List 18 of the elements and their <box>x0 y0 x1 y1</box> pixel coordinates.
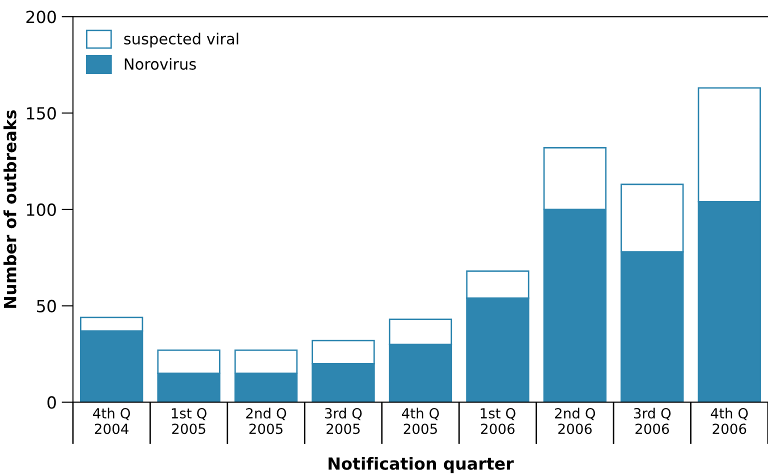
legend-label: Norovirus <box>124 58 196 70</box>
x-tick-label: 2nd Q 2005 <box>246 408 286 434</box>
y-tick-label: 50 <box>37 300 56 312</box>
x-tick-label: 3rd Q 2006 <box>634 408 671 434</box>
x-tick-label: 4th Q 2004 <box>93 408 130 434</box>
x-tick-label: 4th Q 2006 <box>710 408 748 434</box>
x-tick-label: 2nd Q 2006 <box>555 408 596 434</box>
legend-label: suspected viral <box>124 32 238 48</box>
y-tick-label: 100 <box>27 203 56 216</box>
y-axis-title: Number of outbreaks <box>3 110 16 308</box>
x-tick-label: 1st Q 2006 <box>480 408 516 434</box>
x-axis-title: Notification quarter <box>328 456 514 474</box>
x-tick-label: 3rd Q 2005 <box>325 408 362 434</box>
x-tick-label: 1st Q 2005 <box>172 408 206 434</box>
y-tick-label: 150 <box>27 107 56 120</box>
y-tick-label: 200 <box>26 10 56 24</box>
x-tick-label: 4th Q 2005 <box>402 408 439 434</box>
y-tick-label: 0 <box>47 396 56 409</box>
